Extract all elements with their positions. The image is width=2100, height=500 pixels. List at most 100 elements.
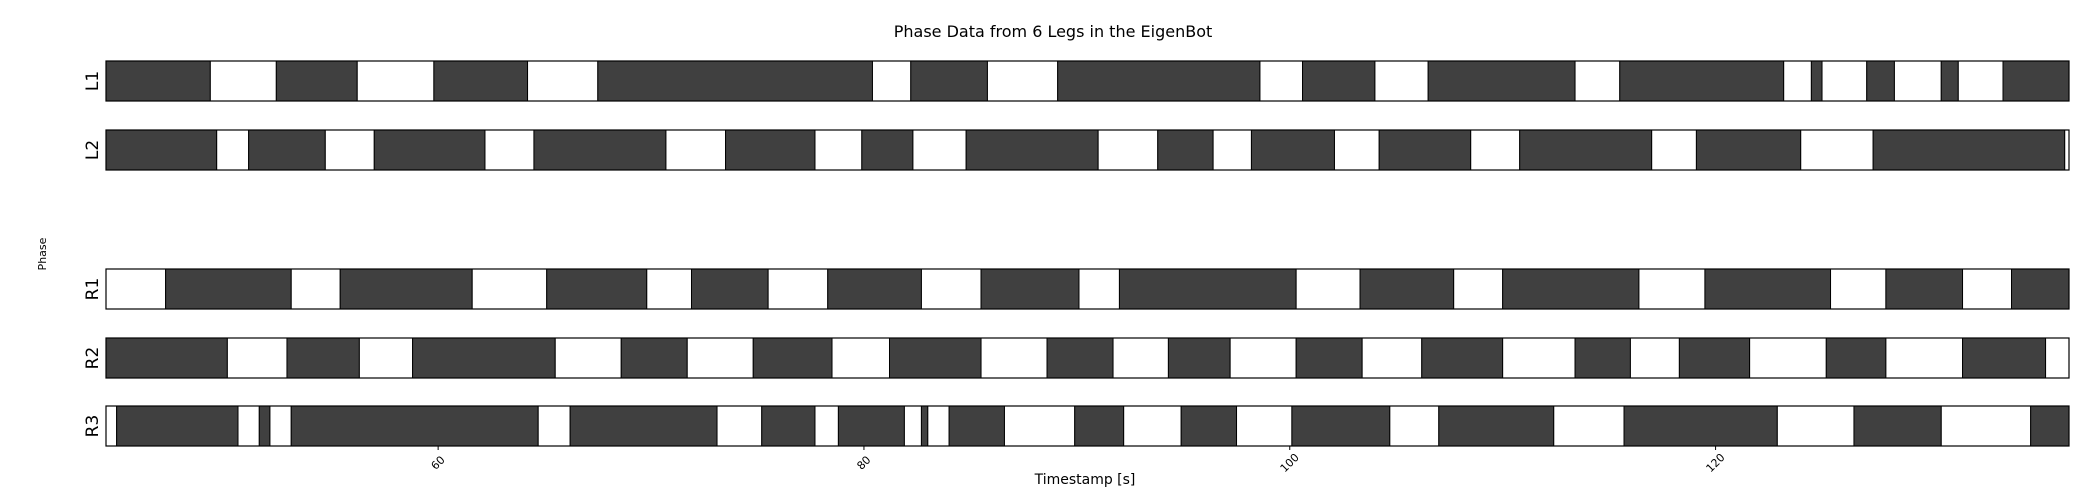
phase-segment-l1-12 [2002, 60, 2070, 102]
phase-gap-l1-7 [1374, 60, 1429, 102]
phase-segment-l2-5 [861, 129, 914, 171]
x-axis-label: Timestamp [s] [1034, 472, 1136, 488]
phase-gap-l2-11 [1651, 129, 1697, 171]
phase-gap-l2-end [2064, 129, 2070, 171]
phase-gap-r2-13 [1885, 337, 1964, 379]
phase-gap-l2-9 [1333, 129, 1380, 171]
phase-segment-l1-2 [433, 60, 529, 102]
chart-title: Phase Data from 6 Legs in the EigenBot [894, 22, 1213, 41]
phase-segment-r2-12 [1825, 337, 1887, 379]
phase-segment-l2-3 [533, 129, 667, 171]
phase-gap-r1-8 [1453, 268, 1504, 310]
x-tick-label-120: 120 [1704, 451, 1728, 475]
phase-gap-l1-11 [1893, 60, 1942, 102]
phase-gap-l1-6 [1259, 60, 1304, 102]
phase-gap-l1-4 [871, 60, 912, 102]
phase-segment-l2-1 [248, 129, 326, 171]
phase-gap-r1-7 [1295, 268, 1361, 310]
phase-gap-r2-8 [1229, 337, 1297, 379]
phase-gap-r2-5 [831, 337, 890, 379]
row-frame-r3 [105, 405, 2070, 447]
leg-label-r3: R3 [83, 415, 103, 438]
phase-segment-r1-4 [827, 268, 922, 310]
leg-row-l1: L1 [83, 60, 2070, 102]
x-tick-label-100: 100 [1278, 451, 1302, 475]
phase-gap-r3-4 [716, 405, 763, 447]
phase-segment-r3-0 [116, 405, 239, 447]
phase-gap-r3-6 [903, 405, 922, 447]
phase-gap-l1-5 [986, 60, 1059, 102]
leg-label-l2: L2 [83, 140, 103, 160]
phase-segment-l2-2 [373, 129, 486, 171]
row-frame-l2 [105, 129, 2070, 171]
x-tick-label-60: 60 [429, 453, 448, 472]
phase-segment-l1-5 [1057, 60, 1261, 102]
phase-gap-r3-0 [105, 405, 118, 447]
phase-segment-l2-12 [1872, 129, 2066, 171]
phase-segment-r1-1 [339, 268, 473, 310]
phase-segment-r1-0 [165, 268, 292, 310]
phase-segment-r2-5 [888, 337, 982, 379]
phase-gap-l2-1 [216, 129, 250, 171]
phase-gap-l2-2 [324, 129, 375, 171]
phase-segment-r2-13 [1962, 337, 2047, 379]
phase-segment-r2-9 [1421, 337, 1504, 379]
phase-segment-r1-10 [1885, 268, 1964, 310]
x-tick-label-80: 80 [854, 453, 873, 472]
leg-rows: L1 L2 R1 R2 R3 [83, 60, 2070, 447]
phase-gap-r1-2 [471, 268, 548, 310]
phase-gap-l1-2 [356, 60, 435, 102]
phase-segment-r3-11 [1438, 405, 1555, 447]
phase-segment-r3-4 [761, 405, 816, 447]
phase-gap-l2-6 [912, 129, 967, 171]
phase-gap-r3-10 [1236, 405, 1293, 447]
phase-segment-r3-14 [2030, 405, 2070, 447]
leg-row-l2: L2 [83, 129, 2070, 171]
row-frame-l1 [105, 60, 2070, 102]
leg-label-r2: R2 [83, 347, 103, 370]
phase-segment-l1-11 [1940, 60, 1959, 102]
phase-gap-r1-3 [646, 268, 692, 310]
phase-segment-r3-3 [569, 405, 718, 447]
phase-gap-r3-1 [237, 405, 260, 447]
phase-gap-r2-9 [1361, 337, 1423, 379]
phase-segment-r2-4 [752, 337, 833, 379]
phase-segment-r1-11 [2011, 268, 2070, 310]
phase-segment-r1-2 [546, 268, 648, 310]
phase-gap-r2-1 [226, 337, 288, 379]
phase-gap-r1-11 [1962, 268, 2013, 310]
phase-gap-r2-11 [1629, 337, 1680, 379]
phase-segment-r3-13 [1853, 405, 1942, 447]
phase-segment-l1-3 [597, 60, 873, 102]
phase-gap-r1-4 [767, 268, 829, 310]
phase-gap-l2-3 [484, 129, 535, 171]
phase-segment-r3-10 [1291, 405, 1391, 447]
phase-segment-l2-4 [725, 129, 816, 171]
phase-gap-r1-6 [1078, 268, 1120, 310]
phase-segment-r2-6 [1046, 337, 1114, 379]
phase-gap-l2-4 [665, 129, 727, 171]
phase-segment-r3-1 [258, 405, 271, 447]
phase-segment-r2-7 [1167, 337, 1231, 379]
phase-gap-r1-10 [1830, 268, 1887, 310]
phase-segment-l2-10 [1519, 129, 1653, 171]
phase-gap-r1-0 [105, 268, 167, 310]
leg-label-l1: L1 [83, 71, 103, 91]
phase-segment-l1-8 [1619, 60, 1785, 102]
phase-gap-r2-12 [1749, 337, 1827, 379]
phase-segment-r3-8 [1074, 405, 1125, 447]
phase-gap-l2-5 [814, 129, 863, 171]
phase-gap-l2-7 [1097, 129, 1159, 171]
phase-gap-r1-1 [290, 268, 341, 310]
phase-gap-l2-12 [1800, 129, 1874, 171]
leg-row-r3: R3 [83, 405, 2070, 447]
phase-segment-l2-8 [1250, 129, 1335, 171]
phase-segment-r3-5 [837, 405, 905, 447]
phase-segment-r3-7 [948, 405, 1005, 447]
phase-gap-l1-9 [1783, 60, 1812, 102]
phase-segment-r1-8 [1502, 268, 1640, 310]
phase-gap-r2-6 [980, 337, 1048, 379]
phase-segment-l2-6 [965, 129, 1099, 171]
phase-segment-r3-2 [290, 405, 539, 447]
